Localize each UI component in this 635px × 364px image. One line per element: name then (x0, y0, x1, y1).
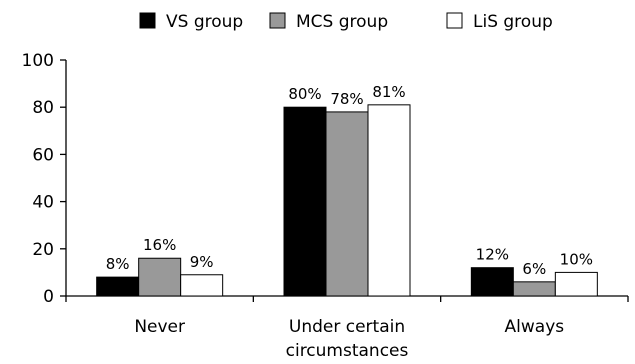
data-label: 78% (330, 90, 363, 108)
y-tick-label: 60 (32, 145, 54, 165)
legend-swatch (139, 12, 156, 29)
y-tick-label: 0 (43, 287, 54, 307)
bar (96, 276, 140, 297)
legend-label: LiS group (473, 12, 553, 32)
legend: VS group MCS group LiS group (139, 12, 553, 32)
legend-label: VS group (166, 12, 243, 32)
data-label: 16% (143, 236, 176, 254)
x-category-label: Never (134, 317, 185, 337)
bar (180, 274, 224, 297)
data-label: 8% (106, 255, 130, 273)
bar (367, 104, 411, 297)
x-category-label: Under certain (289, 317, 405, 337)
data-label: 80% (288, 85, 321, 103)
x-axis: Never Under certain circumstances Always (65, 295, 629, 361)
legend-swatch (269, 12, 286, 29)
bar (512, 281, 556, 297)
x-category-label: Always (505, 317, 565, 337)
data-labels: 8% 16% 9% 80% 78% 81% 12% 6% 10% (106, 83, 593, 278)
data-label: 12% (476, 246, 509, 264)
legend-swatch (446, 12, 463, 29)
bars (96, 104, 598, 297)
y-tick-label: 40 (32, 193, 54, 213)
y-tick-label: 100 (22, 51, 54, 71)
data-label: 6% (522, 260, 546, 278)
y-axis: 0 20 40 60 80 100 (22, 51, 67, 307)
y-tick-label: 20 (32, 240, 54, 260)
data-label: 81% (372, 83, 405, 101)
x-category-label: circumstances (286, 341, 409, 361)
legend-label: MCS group (296, 12, 388, 32)
bar (325, 111, 369, 297)
bar (138, 257, 182, 297)
bar (554, 271, 598, 297)
data-label: 9% (190, 253, 214, 271)
bar (283, 106, 327, 297)
y-tick-label: 80 (32, 98, 54, 118)
bar (470, 267, 514, 297)
data-label: 10% (560, 250, 593, 268)
